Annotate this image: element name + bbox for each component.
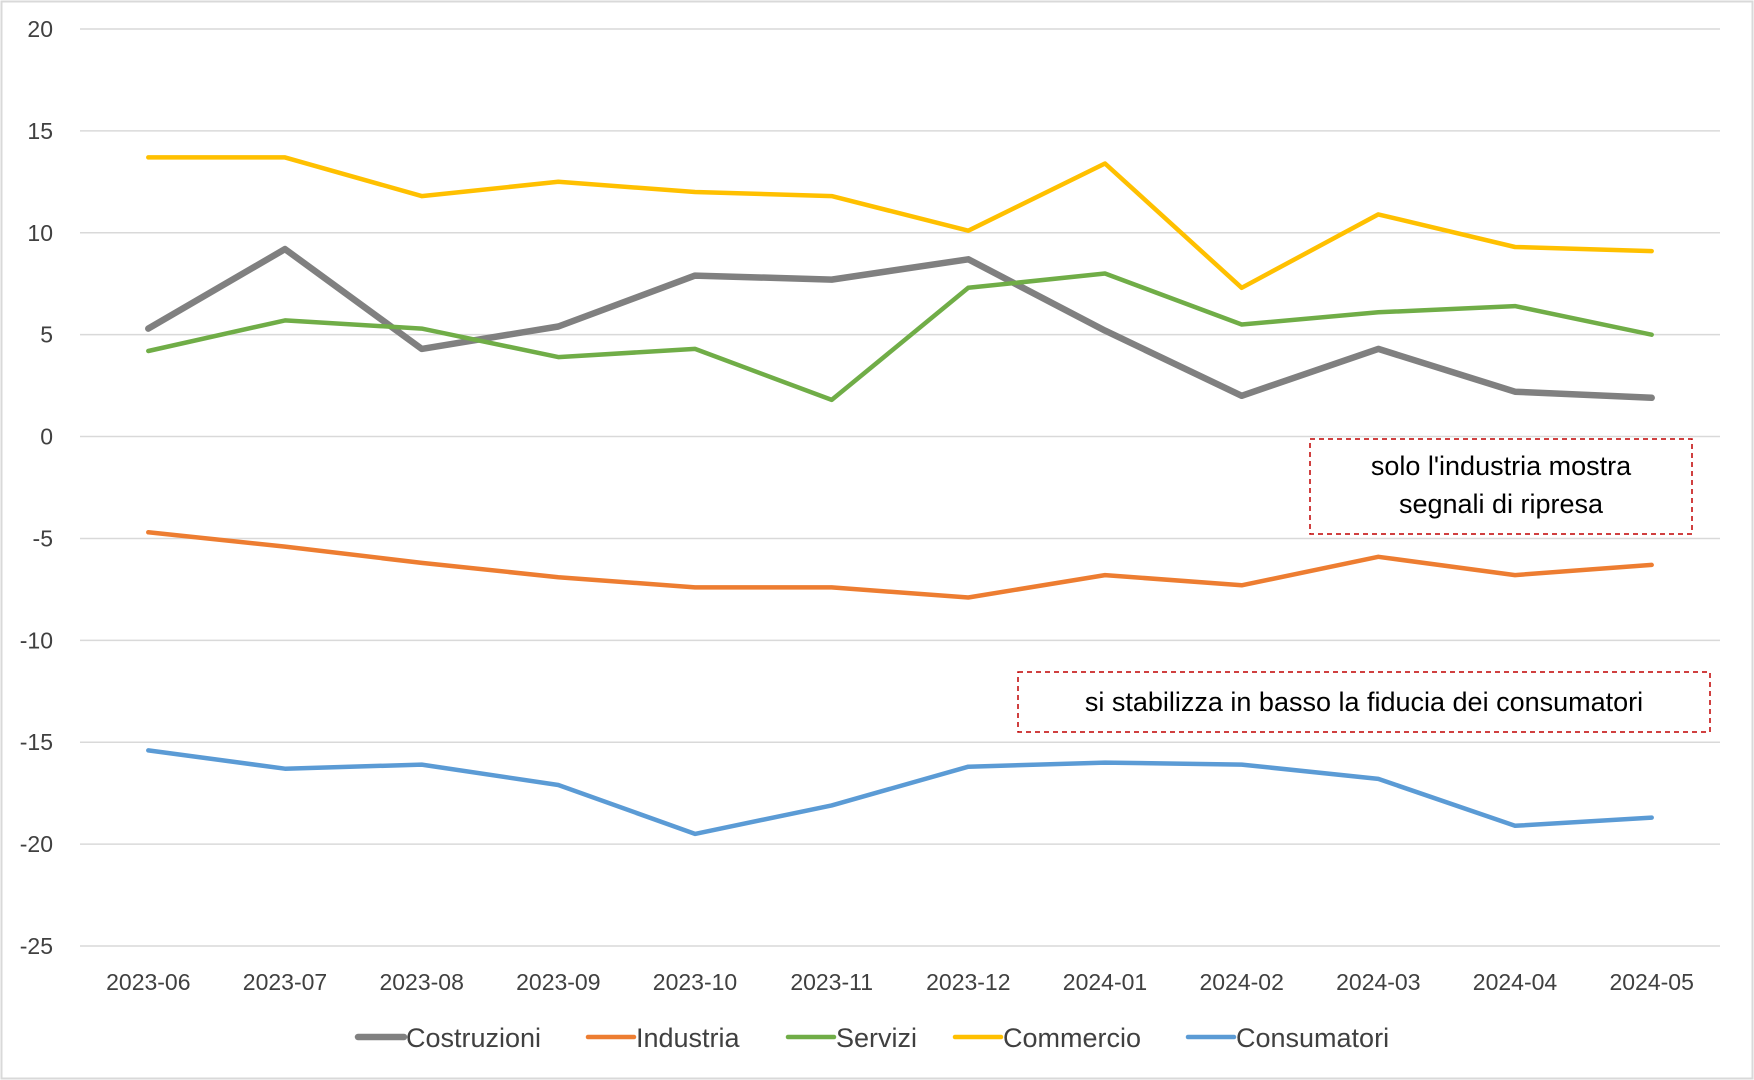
series-line-consumatori: [146, 748, 1654, 837]
x-tick-label: 2023-11: [790, 969, 873, 995]
x-tick-label: 2023-12: [926, 969, 1010, 995]
annotation-box: [1309, 438, 1693, 535]
x-tick-label: 2023-09: [516, 969, 600, 995]
y-tick-label: -20: [20, 831, 53, 857]
legend-label: Costruzioni: [406, 1023, 541, 1053]
legend-label: Commercio: [1003, 1023, 1141, 1053]
annotation-text: solo l'industria mostra: [1371, 451, 1632, 481]
y-tick-label: 0: [40, 424, 53, 450]
annotation-text: si stabilizza in basso la fiducia dei co…: [1085, 687, 1643, 717]
series-line-costruzioni: [145, 245, 1655, 402]
series-lines: [145, 155, 1655, 837]
gridlines: [80, 28, 1720, 947]
annotation-text: segnali di ripresa: [1399, 489, 1604, 519]
y-tick-label: -5: [33, 525, 53, 551]
y-tick-label: 5: [40, 322, 53, 348]
y-tick-label: -10: [20, 627, 53, 653]
legend: Costruzioni Industria Servizi Commercio Cons…: [354, 1023, 1389, 1053]
legend-label: Industria: [636, 1023, 741, 1053]
series-line-servizi: [146, 271, 1654, 403]
x-tick-label: 2024-01: [1063, 969, 1147, 995]
x-tick-label: 2024-02: [1199, 969, 1283, 995]
y-tick-label: -15: [20, 729, 53, 755]
x-tick-label: 2024-04: [1473, 969, 1558, 995]
y-axis-ticks: 20 15 10 5 0 -5 -10 -15 -20 -25: [20, 16, 53, 959]
x-tick-label: 2023-08: [379, 969, 463, 995]
series-line-industria: [146, 530, 1654, 600]
y-tick-label: -25: [20, 933, 53, 959]
x-tick-label: 2024-03: [1336, 969, 1420, 995]
legend-label: Servizi: [836, 1023, 917, 1053]
series-line-commercio: [146, 155, 1654, 291]
legend-label: Consumatori: [1236, 1023, 1389, 1053]
x-tick-label: 2023-07: [243, 969, 327, 995]
annotations: solo l'industria mostra segnali di ripres…: [1017, 438, 1711, 733]
y-tick-label: 20: [27, 16, 53, 42]
x-tick-label: 2024-05: [1609, 969, 1693, 995]
y-tick-label: 10: [27, 220, 53, 246]
y-tick-label: 15: [27, 118, 53, 144]
x-axis-ticks: 2023-06 2023-07 2023-08 2023-09 2023-10 2023-…: [106, 969, 1694, 995]
annotation-box: [1017, 671, 1711, 733]
x-tick-label: 2023-10: [653, 969, 737, 995]
x-tick-label: 2023-06: [106, 969, 190, 995]
